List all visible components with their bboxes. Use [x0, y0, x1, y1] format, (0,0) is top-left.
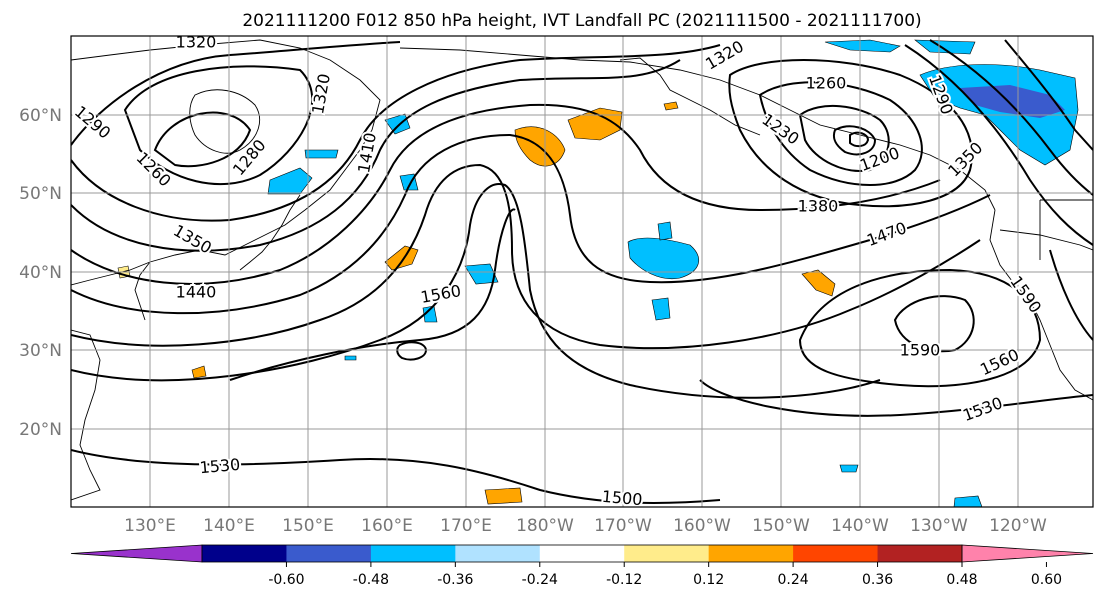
- ivt-orange-small: [191, 365, 207, 379]
- ivt-blue-north: [824, 39, 901, 53]
- colorbar-tick-label: -0.48: [353, 572, 389, 588]
- ivt-blue-dot: [344, 355, 357, 361]
- ivt-orange-bering2: [567, 107, 623, 141]
- contour-label: 1260: [806, 74, 847, 93]
- ivt-blue-w: [464, 263, 499, 285]
- ivt-orange-west: [384, 245, 419, 271]
- colorbar-tick-label: -0.60: [268, 572, 304, 588]
- colorbar-segment: [793, 545, 879, 562]
- ivt-dark-blue-region: [960, 85, 1065, 118]
- gridlines: [71, 36, 1093, 507]
- lon-label: 150°W: [752, 516, 810, 536]
- lon-label: 160°W: [673, 516, 731, 536]
- colorbar-segment: [708, 545, 794, 562]
- colorbar-tick-label: 0.60: [1031, 572, 1062, 588]
- lon-label: 170°W: [594, 516, 652, 536]
- colorbar-tick-label: 0.36: [862, 572, 893, 588]
- colorbar-segment: [455, 545, 541, 562]
- colorbar-tick-label: 0.12: [693, 572, 724, 588]
- lon-label: 120°W: [989, 516, 1047, 536]
- lon-label: 150°E: [282, 516, 334, 536]
- ivt-blue-kuril: [304, 149, 339, 159]
- ivt-blue-small: [651, 297, 671, 321]
- contour-label: 1500: [601, 487, 643, 509]
- colorbar-segment: [539, 545, 625, 562]
- colorbar-segment: [286, 545, 372, 562]
- lon-label: 160°E: [361, 516, 413, 536]
- ivt-blue-w2: [422, 305, 438, 323]
- lon-label: 140°W: [831, 516, 889, 536]
- map-border: [70, 35, 1094, 508]
- colorbar-segment: [877, 545, 963, 562]
- ivt-blue-small2: [657, 221, 673, 241]
- ivt-orange-south: [484, 487, 523, 505]
- lat-label: 60°N: [19, 106, 62, 126]
- latitude-labels: 20°N 30°N 40°N 50°N 60°N: [19, 106, 62, 440]
- ivt-orange-tiny: [663, 101, 679, 111]
- ivt-blue-nw: [384, 113, 411, 135]
- lat-label: 30°N: [19, 341, 62, 361]
- lon-label: 130°W: [910, 516, 968, 536]
- height-contours: [71, 39, 1093, 504]
- colorbar: -0.60 -0.48 -0.36 -0.24 -0.12 0.12 0.24 0.36 0.4…: [70, 544, 1094, 588]
- contour-label: 1440: [176, 283, 217, 302]
- contour-label: 1380: [798, 197, 839, 216]
- ivt-orange-east: [801, 269, 836, 297]
- lon-label: 130°E: [124, 516, 176, 536]
- lat-label: 40°N: [19, 263, 62, 283]
- contour-label: 1590: [900, 341, 941, 360]
- ivt-blue-north2: [914, 39, 976, 55]
- colorbar-segment: [370, 545, 456, 562]
- colorbar-extend-low: [70, 544, 203, 563]
- lon-label: 180°W: [516, 516, 574, 536]
- colorbar-tick-label: -0.24: [522, 572, 558, 588]
- colorbar-tick-label: 0.24: [778, 572, 809, 588]
- colorbar-tick-label: -0.36: [437, 572, 473, 588]
- longitude-labels: 130°E 140°E 150°E 160°E 170°E 180°W 170°…: [124, 516, 1047, 536]
- colorbar-extend-high: [961, 544, 1094, 563]
- contour-label: 1320: [176, 33, 217, 52]
- ivt-blue-se2: [953, 495, 983, 507]
- contour-label: 1530: [199, 455, 241, 477]
- lon-label: 140°E: [203, 516, 255, 536]
- colorbar-tick-label: 0.48: [946, 572, 977, 588]
- colorbar-tick-label: -0.12: [606, 572, 642, 588]
- ivt-blue-se: [839, 464, 859, 473]
- ivt-blue-japan-sea: [267, 167, 313, 195]
- colorbar-outline: [201, 544, 963, 563]
- lat-label: 50°N: [19, 184, 62, 204]
- map-title: 2021111200 F012 850 hPa height, IVT Land…: [242, 11, 921, 31]
- colorbar-segment: [202, 545, 287, 562]
- colorbar-segment: [624, 545, 710, 562]
- lat-label: 20°N: [19, 420, 62, 440]
- lon-label: 170°E: [440, 516, 492, 536]
